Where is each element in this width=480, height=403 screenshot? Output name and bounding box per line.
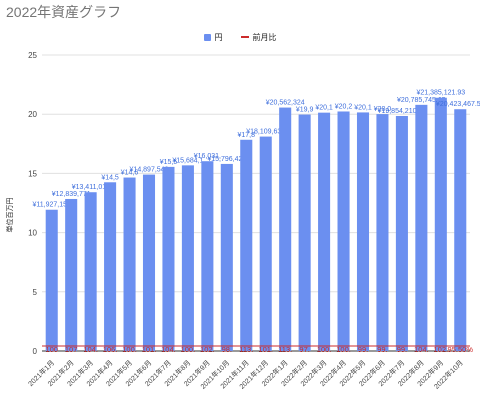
data-label: ¥20,1 [354,104,372,111]
legend: 円 前月比 [0,30,480,44]
data-label: ¥20,0 [374,106,392,113]
ratio-label: 113. [239,345,253,354]
bar [376,114,389,351]
data-label: ¥19,9 [296,107,314,114]
ratio-label: 97. [299,345,309,354]
bar [356,112,370,351]
data-label: ¥13,411,011 [72,184,110,191]
bar [395,115,408,351]
legend-swatch-bar [203,33,211,41]
ratio-label: 100 [45,345,58,354]
bar [337,111,350,351]
ratio-label: 100. [181,345,196,354]
data-label: ¥18,109,630 [246,129,285,136]
data-label: ¥15,796,429 [207,156,246,163]
bar [454,109,467,351]
data-label: ¥15,684,1 [172,157,203,164]
data-label: ¥14,5 [101,174,119,181]
bar [279,107,292,351]
ratio-label: 99. [397,345,407,354]
ratio-label: 107 [65,345,78,354]
ratio-label: 98. [222,345,232,354]
bar [201,161,214,351]
ratio-label: 100. [317,345,332,354]
bar [104,182,117,351]
ratio-label: 99. [358,345,368,354]
y-tick-label: 5 [33,288,38,297]
bar [162,166,175,351]
ratio-label: 113. [278,345,292,354]
bar [240,139,253,351]
data-label: ¥21,385,121.93 [416,90,465,97]
bar [318,112,331,351]
legend-label-line: 前月比 [252,32,277,42]
legend-swatch-line [240,36,249,38]
data-label: ¥20,562,324 [266,100,305,107]
legend-entry-line: 前月比 [240,30,277,44]
y-tick-label: 10 [28,229,37,238]
bar [298,114,311,351]
ratio-label: 99. [377,345,387,354]
data-label: ¥20,785,745.65 [397,97,446,104]
bar [142,174,156,351]
legend-entry-bar: 円 [203,30,223,44]
data-label: ¥15,5 [160,159,178,166]
data-label: ¥11,927,153 [33,202,72,209]
ratio-label: 104. [414,345,429,354]
data-label: ¥17,8 [238,132,256,139]
ratio-label: 101. [142,345,157,354]
ratio-label: 100. [122,345,137,354]
data-label: ¥20,423,467.52 [436,101,480,108]
y-tick-label: 20 [28,110,37,119]
y-tick-label: 15 [28,169,37,178]
data-label: ¥19,854,210.41 [378,108,427,115]
ratio-label: 95.50% [448,345,474,354]
bar [220,163,233,351]
ratio-label: 102. [434,345,449,354]
bar [84,192,97,351]
bar [65,198,78,351]
ratio-label: 106. [103,345,118,354]
bar [434,97,447,351]
bar [415,104,428,351]
y-tick-label: 0 [33,347,38,356]
legend-label-bar: 円 [214,32,223,42]
ratio-label: 101. [258,345,273,354]
data-label: ¥14,6 [121,170,139,177]
ratio-label: 102. [200,345,215,354]
ratio-label: 104. [83,345,98,354]
bar [181,165,194,351]
bar [45,209,58,351]
ratio-label: 104. [161,345,176,354]
data-label: ¥12,839,771 [52,191,91,198]
y-tick-label: 25 [28,51,37,60]
chart-title: 2022年資産グラフ [6,4,122,20]
data-label: ¥20,2 [335,103,353,110]
data-label: ¥16,031, [194,153,221,160]
data-label: ¥14,897,542 [130,167,169,174]
data-label: ¥20,1 [315,105,333,112]
bar [259,136,272,351]
bar [123,177,136,351]
ratio-label: 100. [336,345,351,354]
